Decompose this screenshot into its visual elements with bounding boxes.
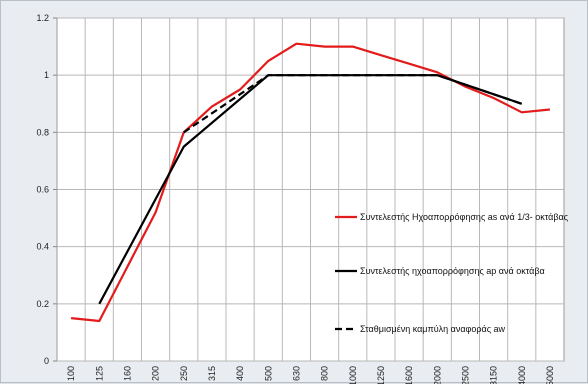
x-tick-label: 160: [122, 366, 132, 381]
legend-label-3: Σταθμισμένη καμπύλη αναφοράς aw: [360, 324, 506, 334]
y-tick-label: 0.6: [36, 185, 49, 195]
x-tick-label: 800: [320, 366, 330, 381]
series-line-3: [183, 74, 523, 134]
y-tick-label: 0.2: [36, 299, 49, 309]
legend: Συντελεστής Ηχοαπορρόφησης as ανά 1/3- ο…: [335, 212, 569, 334]
y-tick-label: 0: [44, 356, 49, 366]
x-axis-ticks: 100 125 160 200 250 315 400 500 630 800 1000 1250 16…: [66, 366, 555, 384]
x-tick-label: 200: [151, 366, 161, 381]
x-tick-label: 2000: [432, 366, 442, 384]
x-tick-label: 100: [66, 366, 76, 381]
x-tick-label: 125: [94, 366, 104, 381]
y-tick-label: 0.4: [36, 242, 49, 252]
x-tick-label: 1600: [404, 366, 414, 384]
y-tick-label: 1.2: [36, 13, 49, 23]
series-line-1: [70, 42, 551, 323]
legend-label-2: Συντελεστής ηχοαπορρόφησης ap ανά οκτάβα: [360, 266, 545, 276]
x-tick-label: 5000: [545, 366, 555, 384]
x-tick-label: 630: [291, 366, 301, 381]
x-tick-label: 3150: [489, 366, 499, 384]
x-tick-label: 315: [207, 366, 217, 381]
x-tick-label: 2500: [460, 366, 470, 384]
x-tick-label: 1000: [348, 366, 358, 384]
y-axis-ticks: 0 0.2 0.4 0.6 0.8 1 1.2: [36, 13, 57, 366]
x-tick-label: 4000: [517, 366, 527, 384]
x-tick-label: 500: [263, 366, 273, 381]
x-tick-label: 1250: [376, 366, 386, 384]
x-tick-label: 250: [179, 366, 189, 381]
y-tick-label: 0.8: [36, 127, 49, 137]
y-tick-label: 1: [44, 70, 49, 80]
series-layer: [70, 42, 551, 323]
legend-label-1: Συντελεστής Ηχοαπορρόφησης as ανά 1/3- ο…: [360, 212, 569, 222]
x-tick-label: 400: [235, 366, 245, 381]
